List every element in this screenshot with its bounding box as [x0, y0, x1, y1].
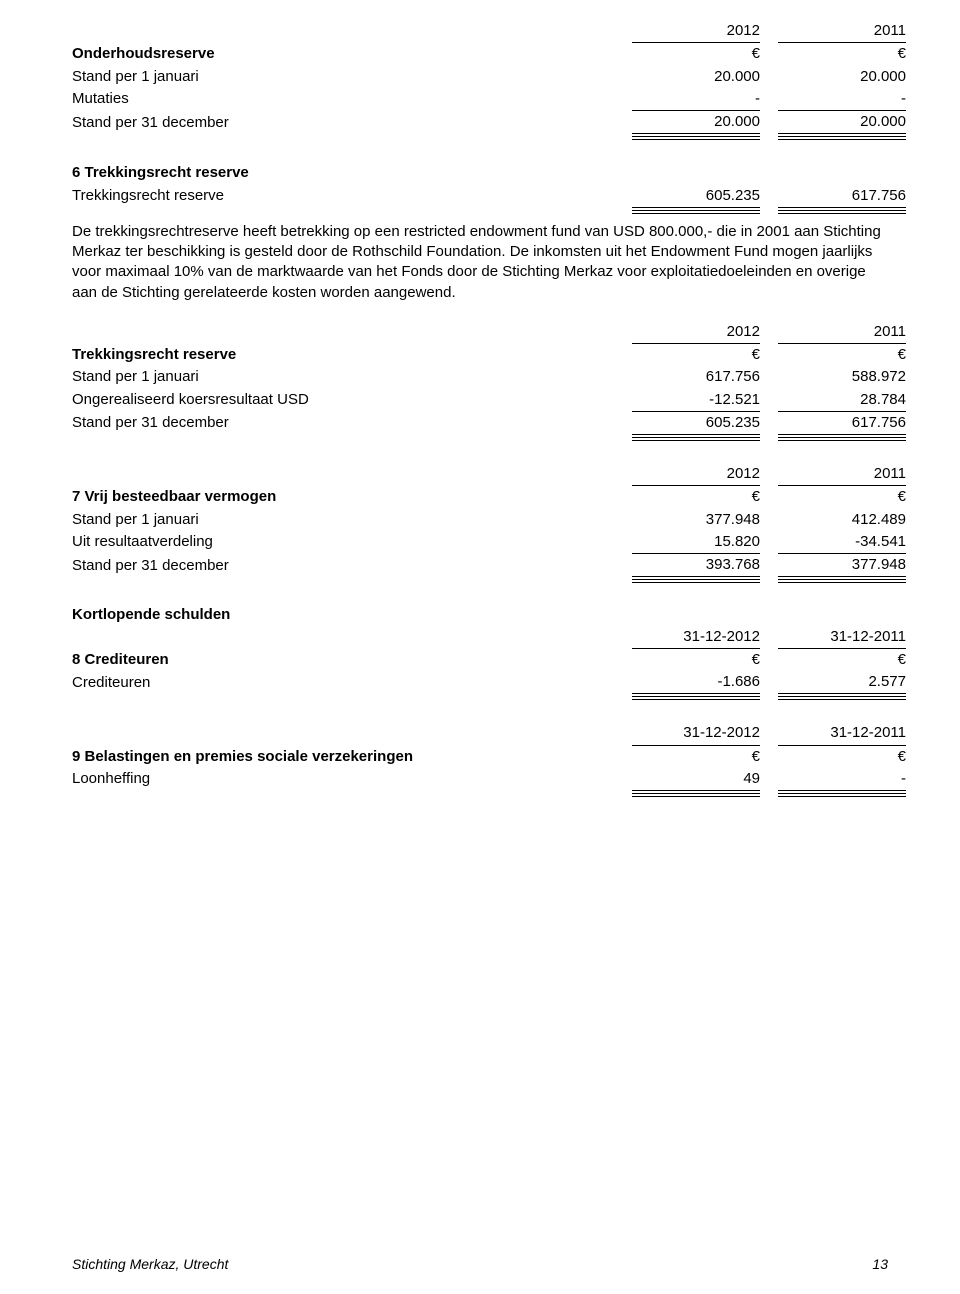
row-label: Uit resultaatverdeling [72, 531, 632, 554]
section-title: 8 Crediteuren [72, 648, 632, 671]
currency-label: € [778, 648, 906, 671]
currency-label: € [632, 43, 760, 66]
currency-label: € [632, 486, 760, 509]
cell-value: 393.768 [632, 554, 760, 577]
cell-value: 412.489 [778, 509, 906, 531]
cell-value: 617.756 [778, 185, 906, 208]
cell-value: - [778, 768, 906, 791]
cell-value: - [632, 88, 760, 111]
year-2012: 2012 [632, 321, 760, 344]
row-label: Stand per 31 december [72, 111, 632, 134]
cell-value: 28.784 [778, 389, 906, 412]
currency-label: € [632, 344, 760, 367]
currency-label: € [778, 486, 906, 509]
cell-value: 377.948 [632, 509, 760, 531]
cell-value: - [778, 88, 906, 111]
row-label: Stand per 1 januari [72, 66, 632, 88]
cell-value: -34.541 [778, 531, 906, 554]
cell-value: -12.521 [632, 389, 760, 412]
cell-value: 605.235 [632, 185, 760, 208]
year-2011: 2011 [778, 321, 906, 344]
year-2012: 2012 [632, 463, 760, 486]
footer-left: Stichting Merkaz, Utrecht [72, 1255, 228, 1274]
row-label: Stand per 31 december [72, 411, 632, 434]
currency-label: € [632, 745, 760, 768]
currency-label: € [778, 344, 906, 367]
section-title: Onderhoudsreserve [72, 43, 632, 66]
currency-label: € [778, 43, 906, 66]
cell-value: 15.820 [632, 531, 760, 554]
section-title-kortlopende: Kortlopende schulden [72, 605, 888, 625]
cell-value: 377.948 [778, 554, 906, 577]
currency-label: € [632, 648, 760, 671]
cell-value: 20.000 [632, 111, 760, 134]
section-title: Trekkingsrecht reserve [72, 344, 632, 367]
cell-value: 588.972 [778, 366, 906, 388]
date-col-1: 31-12-2012 [632, 626, 760, 649]
row-label: Ongerealiseerd koersresultaat USD [72, 389, 632, 412]
table-trekkingsrecht-summary: 6 Trekkingsrecht reserve Trekkingsrecht … [72, 162, 906, 214]
date-col-2: 31-12-2011 [778, 722, 906, 745]
table-crediteuren: 31-12-2012 31-12-2011 8 Crediteuren € € … [72, 626, 906, 701]
table-vrij-besteedbaar: 2012 2011 7 Vrij besteedbaar vermogen € … [72, 463, 906, 583]
cell-value: 617.756 [632, 366, 760, 388]
row-label: Loonheffing [72, 768, 632, 791]
cell-value: 20.000 [632, 66, 760, 88]
cell-value: 617.756 [778, 411, 906, 434]
cell-value: -1.686 [632, 671, 760, 694]
cell-value: 49 [632, 768, 760, 791]
section-title: 9 Belastingen en premies sociale verzeke… [72, 745, 632, 768]
row-label: Stand per 1 januari [72, 509, 632, 531]
row-label: Stand per 31 december [72, 554, 632, 577]
row-label: Trekkingsrecht reserve [72, 185, 632, 208]
table-onderhoudsreserve: 2012 2011 Onderhoudsreserve € € Stand pe… [72, 20, 906, 140]
paragraph-trekkingsrecht: De trekkingsrechtreserve heeft betrekkin… [72, 222, 888, 303]
year-2011: 2011 [778, 20, 906, 43]
date-col-2: 31-12-2011 [778, 626, 906, 649]
footer-page-number: 13 [872, 1255, 888, 1274]
year-2012: 2012 [632, 20, 760, 43]
date-col-1: 31-12-2012 [632, 722, 760, 745]
table-trekkingsrecht-reserve: 2012 2011 Trekkingsrecht reserve € € Sta… [72, 321, 906, 441]
table-belastingen: 31-12-2012 31-12-2011 9 Belastingen en p… [72, 722, 906, 797]
year-2011: 2011 [778, 463, 906, 486]
section-title: 6 Trekkingsrecht reserve [72, 162, 632, 184]
section-title: 7 Vrij besteedbaar vermogen [72, 486, 632, 509]
cell-value: 20.000 [778, 111, 906, 134]
row-label: Stand per 1 januari [72, 366, 632, 388]
currency-label: € [778, 745, 906, 768]
cell-value: 605.235 [632, 411, 760, 434]
row-label: Mutaties [72, 88, 632, 111]
cell-value: 2.577 [778, 671, 906, 694]
cell-value: 20.000 [778, 66, 906, 88]
row-label: Crediteuren [72, 671, 632, 694]
